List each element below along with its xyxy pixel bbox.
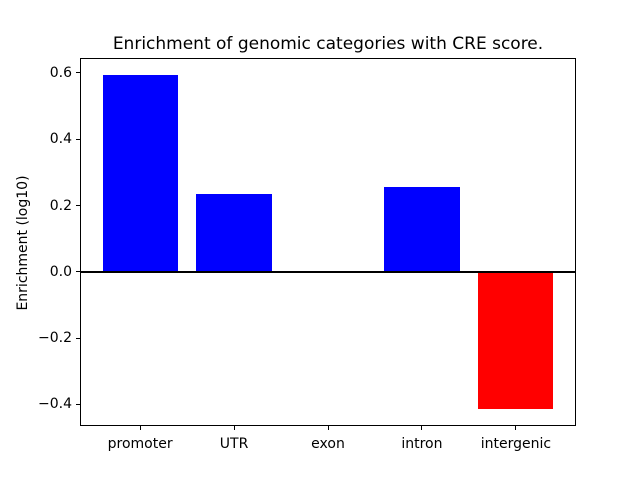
x-tick-label-exon: exon xyxy=(311,436,345,452)
y-tick-mark xyxy=(76,403,80,405)
x-tick-mark xyxy=(421,426,423,430)
y-tick-label: −0.4 xyxy=(38,396,72,413)
y-tick-mark xyxy=(76,72,80,74)
x-tick-mark xyxy=(139,426,141,430)
x-tick-mark xyxy=(327,426,329,430)
zero-line xyxy=(80,270,576,273)
y-tick-mark xyxy=(76,337,80,339)
y-tick-mark xyxy=(76,138,80,140)
x-tick-label-UTR: UTR xyxy=(219,436,249,452)
x-tick-label-intron: intron xyxy=(401,436,443,452)
x-tick-label-promoter: promoter xyxy=(107,436,173,452)
y-tick-label: 0.4 xyxy=(49,131,72,148)
bar-intergenic xyxy=(478,271,554,409)
bar-promoter xyxy=(102,74,178,272)
y-tick-mark xyxy=(76,271,80,273)
y-axis-label: Enrichment (log10) xyxy=(15,175,31,311)
y-tick-label: 0.6 xyxy=(49,64,72,81)
x-tick-label-intergenic: intergenic xyxy=(480,436,552,452)
chart-title: Enrichment of genomic categories with CR… xyxy=(112,34,544,54)
x-tick-mark xyxy=(515,426,517,430)
y-tick-label: −0.2 xyxy=(38,330,72,347)
x-tick-mark xyxy=(233,426,235,430)
y-tick-label: 0.0 xyxy=(49,263,72,280)
y-tick-mark xyxy=(76,205,80,207)
bar-intron xyxy=(384,187,460,272)
y-tick-label: 0.2 xyxy=(49,197,72,214)
bar-UTR xyxy=(196,193,272,272)
